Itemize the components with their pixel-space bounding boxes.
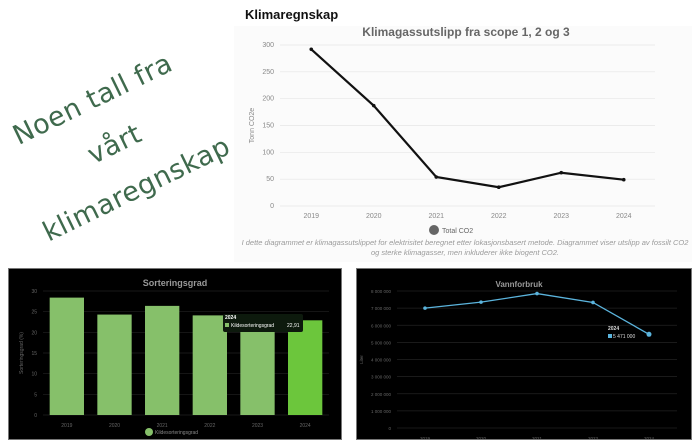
y-tick-label: 7 000 000 — [371, 306, 392, 311]
y-tick-label: 6 000 000 — [371, 323, 392, 328]
y-tick-label: 200 — [262, 96, 274, 103]
tooltip-label: Kildesorteringsgrad — [231, 323, 274, 329]
bar-2020 — [97, 314, 132, 415]
data-point-2020 — [479, 300, 483, 304]
data-point-2019 — [423, 306, 427, 310]
x-tick-label: 2024 — [616, 213, 632, 220]
data-point-2021 — [434, 175, 439, 179]
sorting-chart-panel: Sorteringsgrad 0 5 10 15 20 25 30 2019 2020 2021 20… — [8, 268, 342, 440]
tooltip-swatch — [225, 323, 229, 327]
bar-2022 — [192, 315, 227, 415]
data-point-2020 — [371, 103, 376, 108]
y-tick-label: 2 000 000 — [371, 392, 392, 397]
y-tick-label: 250 — [262, 69, 274, 76]
y-tick-label: 0 — [388, 426, 391, 431]
emissions-chart-card — [234, 26, 692, 262]
bar-2021 — [145, 305, 180, 415]
y-tick-label: 1 000 000 — [371, 409, 392, 414]
y-tick-label: 150 — [262, 123, 274, 130]
data-point-2023 — [559, 170, 564, 175]
y-tick-label: 3 000 000 — [371, 375, 392, 380]
series-line — [310, 48, 624, 189]
tooltip-title: 2024 — [225, 315, 236, 321]
x-tick-label: 2021 — [532, 436, 543, 439]
tooltip-swatch — [608, 334, 612, 338]
y-tick-label: 300 — [262, 42, 274, 49]
x-tick-label: 2020 — [366, 213, 382, 220]
data-point-2021 — [535, 291, 539, 296]
tooltip-value: 22,91 — [287, 323, 300, 329]
water-chart: Vannforbruk 0 1 000 000 2 000 000 3 000 000 4… — [359, 280, 677, 439]
y-axis-label: Sorteringsgrad (%) — [19, 332, 25, 374]
y-tick-label: 20 — [31, 330, 37, 336]
legend-label: Total CO2 — [442, 228, 473, 235]
legend-label: Kildesorteringsgrad — [155, 430, 198, 436]
bar-2019 — [49, 297, 84, 415]
chart-title: Vannforbruk — [495, 280, 543, 289]
x-tick-label: 2024 — [300, 423, 311, 429]
y-tick-label: 50 — [266, 176, 274, 183]
x-tick-label: 2022 — [491, 213, 507, 220]
x-tick-label: 2024 — [644, 436, 655, 439]
data-point-2024 — [646, 331, 652, 337]
x-tick-label: 2021 — [428, 213, 444, 220]
y-tick-label: 8 000 000 — [371, 289, 392, 294]
y-tick-label: 15 — [31, 351, 37, 357]
x-tick-label: 2023 — [252, 423, 263, 429]
chart-note: I dette diagrammet er klimagassutslippet… — [241, 238, 689, 257]
y-tick-label: 0 — [34, 413, 37, 419]
data-point-2023 — [591, 300, 595, 305]
bar-2023 — [240, 329, 275, 415]
x-tick-label: 2021 — [157, 423, 168, 429]
y-tick-label: 4 000 000 — [371, 358, 392, 363]
y-tick-label: 5 — [34, 392, 37, 398]
y-tick-label: 25 — [31, 310, 37, 316]
tooltip-box — [223, 314, 303, 332]
legend-marker — [429, 225, 439, 235]
data-point-2022 — [496, 185, 501, 190]
x-tick-label: 2019 — [303, 213, 319, 220]
x-tick-label: 2019 — [420, 436, 431, 439]
tooltip-value: 5 471 000 — [613, 334, 635, 340]
chart-title: Klimagassutslipp fra scope 1, 2 og 3 — [362, 25, 570, 39]
chart-title: Sorteringsgrad — [143, 278, 208, 288]
bar-2024 — [288, 320, 323, 415]
x-tick-label: 2023 — [553, 213, 569, 220]
data-point-2019 — [309, 47, 314, 52]
y-tick-label: 30 — [31, 289, 37, 295]
x-tick-label: 2020 — [476, 436, 487, 439]
legend-marker — [145, 428, 153, 436]
water-chart-panel: Vannforbruk 0 1 000 000 2 000 000 3 000 000 4… — [356, 268, 692, 440]
y-tick-label: 0 — [270, 203, 274, 210]
x-tick-label: 2019 — [61, 423, 72, 429]
sorting-chart: Sorteringsgrad 0 5 10 15 20 25 30 2019 2020 2021 20… — [19, 278, 329, 436]
y-axis-label: Liter — [359, 355, 364, 364]
y-tick-label: 100 — [262, 149, 274, 156]
x-tick-label: 2023 — [588, 436, 599, 439]
data-point-2024 — [621, 177, 626, 182]
x-tick-label: 2022 — [204, 423, 215, 429]
section-title: Klimaregnskap — [245, 7, 339, 22]
x-tick-label: 2020 — [109, 423, 120, 429]
y-tick-label: 5 000 000 — [371, 340, 392, 345]
y-tick-label: 10 — [31, 372, 37, 378]
tooltip-title: 2024 — [608, 326, 619, 332]
y-axis-label: Tonn CO2e — [249, 108, 256, 144]
